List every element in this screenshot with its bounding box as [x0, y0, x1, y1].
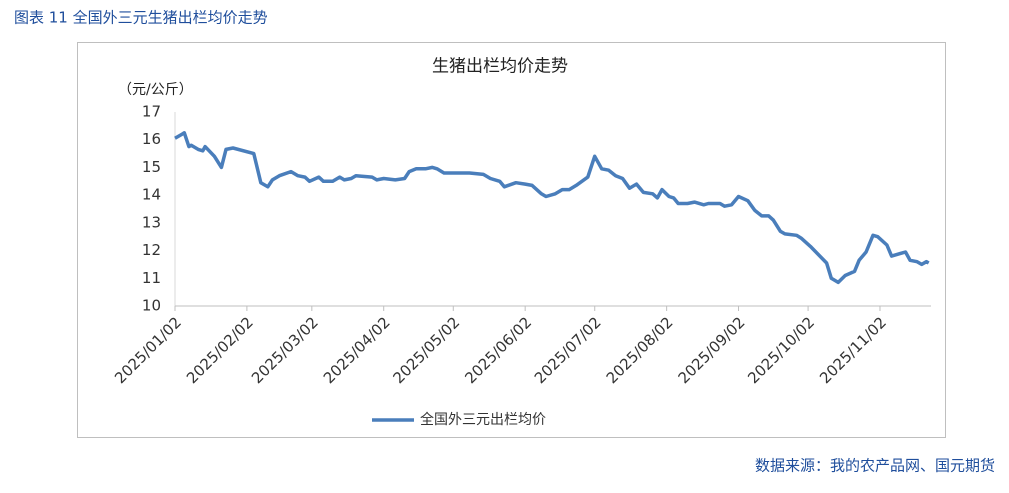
x-tick-label: 2025/05/02	[389, 313, 463, 387]
x-tick-label: 2025/02/02	[183, 313, 257, 387]
y-tick-label: 16	[142, 130, 161, 148]
source: 数据来源：我的农产品网、国元期货	[755, 457, 995, 475]
x-tick-label: 2025/10/02	[744, 313, 818, 387]
y-tick-label: 15	[142, 158, 161, 176]
y-axis-label: （元/公斤）	[118, 82, 193, 98]
y-tick-label: 14	[142, 186, 161, 204]
x-tick-label: 2025/07/02	[531, 313, 605, 387]
x-tick-label: 2025/06/02	[461, 313, 535, 387]
y-tick-label: 11	[142, 269, 161, 287]
y-tick-label: 12	[142, 241, 161, 259]
y-tick-label: 17	[142, 103, 161, 121]
x-tick-label: 2025/04/02	[320, 313, 394, 387]
legend-label: 全国外三元出栏均价	[420, 411, 546, 428]
x-tick-label: 2025/11/02	[816, 313, 890, 387]
x-tick-label: 2025/01/02	[111, 313, 185, 387]
x-tick-label: 2025/09/02	[675, 313, 749, 387]
caption: 图表 11 全国外三元生猪出栏均价走势	[14, 9, 268, 27]
x-tick-label: 2025/08/02	[603, 313, 677, 387]
line-series	[174, 131, 930, 285]
y-tick-label: 13	[142, 213, 161, 231]
chart-title: 生猪出栏均价走势	[432, 57, 568, 77]
chart-frame	[77, 42, 946, 438]
y-tick-label: 10	[142, 297, 161, 315]
x-tick-label: 2025/03/02	[248, 313, 322, 387]
